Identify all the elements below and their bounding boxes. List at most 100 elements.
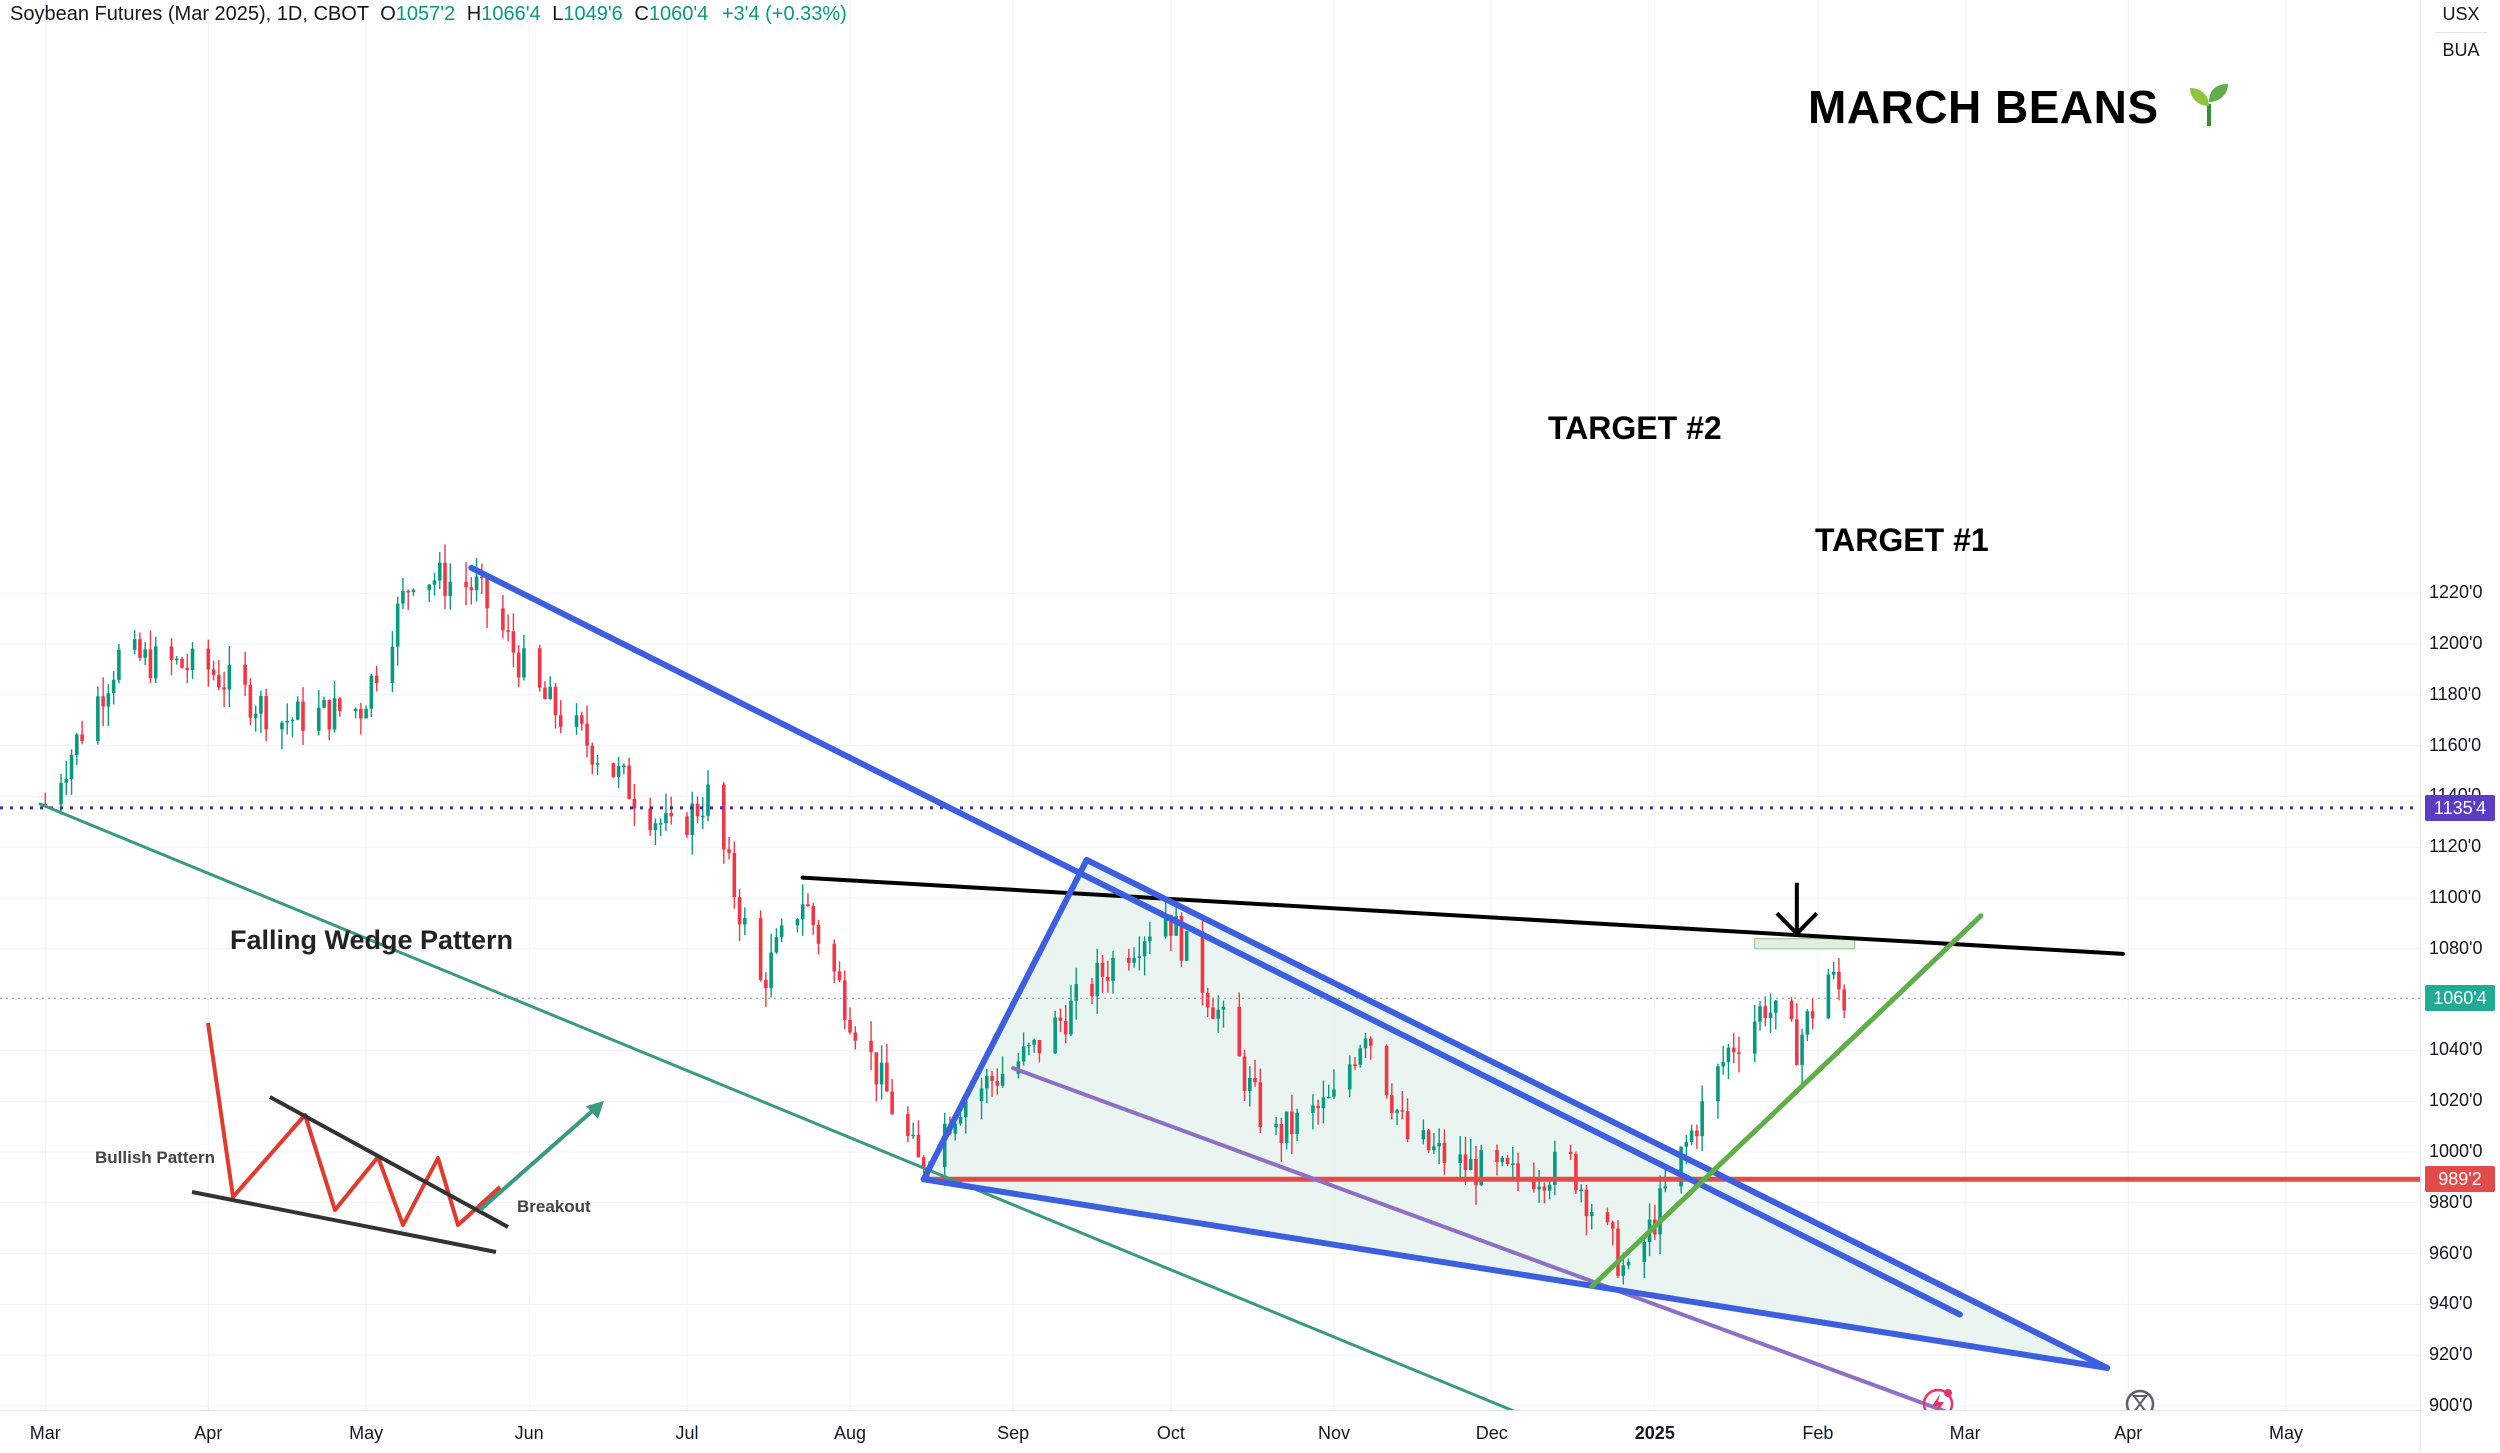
candle-body [338, 698, 342, 712]
wedge-upper-line [468, 564, 1963, 1318]
candle-body [369, 675, 374, 709]
bullish-pattern-label: Bullish Pattern [95, 1148, 215, 1167]
candle-body [290, 719, 295, 722]
candle-body [1837, 971, 1841, 990]
candle-body [1290, 1111, 1294, 1135]
candle-body [1616, 1228, 1620, 1276]
target1-arrow-head [1775, 911, 1819, 936]
low-value: 1049'6 [563, 3, 623, 25]
price-tick-label: 1180'0 [2429, 683, 2482, 704]
time-tick-label: Mar [29, 1423, 61, 1443]
candle-body [1658, 1188, 1662, 1235]
candle-body [117, 649, 121, 680]
candle-body [1242, 1056, 1247, 1091]
candle-body [1479, 1150, 1484, 1185]
candle-body [1174, 916, 1178, 936]
price-tick-label: 900'0 [2429, 1395, 2473, 1415]
main-chart[interactable] [0, 0, 2420, 1410]
candle-body [622, 765, 626, 767]
candle-body [480, 576, 484, 578]
candle-body [985, 1076, 989, 1089]
candle-body [1090, 984, 1094, 997]
candle-body [138, 639, 142, 658]
candle-body [464, 581, 468, 588]
candle-body [1442, 1142, 1447, 1163]
target1-label[interactable]: TARGET #1 [1815, 522, 1989, 558]
candle-body [1184, 931, 1189, 961]
candle-body [921, 1157, 926, 1168]
price-scale[interactable]: USX BUA 900'0 920'0 940'0 960'0 980'0 1000'0 1… [2420, 0, 2500, 1452]
candle-body [669, 812, 673, 817]
candle-body [1321, 1097, 1326, 1109]
candle-body [1663, 1186, 1668, 1189]
open-label: O [380, 3, 396, 25]
candle-body [295, 701, 300, 720]
candle-body [1621, 1265, 1626, 1276]
candle-body [1474, 1158, 1478, 1185]
candle-body [722, 784, 726, 850]
candle-body [211, 669, 216, 676]
candle-body [879, 1062, 884, 1085]
candle-body [979, 1088, 984, 1102]
candle-body [800, 904, 805, 920]
candle-body [1826, 974, 1831, 1019]
price-tick-label: 980'0 [2429, 1191, 2473, 1212]
candle-body [1721, 1062, 1725, 1067]
price-tick-label: 1080'0 [2429, 937, 2483, 958]
candle-body [764, 979, 768, 989]
wedge-left-side [920, 856, 1090, 1183]
candle-body [1316, 1105, 1320, 1109]
chart-area[interactable]: Soybean Futures (Mar 2025), 1D, CBOT O 10… [0, 0, 2420, 1420]
inset-title: Falling Wedge Pattern [230, 925, 514, 955]
candle-body [427, 584, 432, 590]
candle-body [906, 1113, 910, 1136]
candle-body [553, 686, 558, 716]
candle-body [359, 708, 363, 719]
candle-body [1132, 957, 1136, 963]
high-label: H [466, 3, 482, 25]
candle-body [1589, 1212, 1594, 1217]
candle-body [1053, 1017, 1057, 1054]
candle-body [1500, 1157, 1505, 1162]
symbol-header[interactable]: Soybean Futures (Mar 2025), 1D, CBOT O 10… [10, 3, 847, 26]
candle-body [301, 701, 305, 731]
candle-body [1205, 992, 1210, 1008]
candle-body [253, 713, 258, 718]
currency-label[interactable]: USX [2442, 4, 2480, 24]
candle-body [1200, 931, 1205, 993]
candle-body [374, 675, 379, 684]
candle-body [627, 765, 631, 799]
candle-body [958, 1116, 963, 1124]
candle-body [1021, 1046, 1026, 1062]
target2-label[interactable]: TARGET #2 [1548, 410, 1722, 446]
candle-body [1358, 1048, 1363, 1065]
candle-body [1353, 1064, 1357, 1066]
symbol-name[interactable]: Soybean Futures (Mar 2025), 1D, CBOT [10, 3, 369, 25]
time-tick-label: Sep [997, 1423, 1030, 1443]
candle-body [811, 906, 816, 925]
candle-body [474, 576, 479, 591]
candle-body [364, 708, 368, 719]
candle-body [511, 631, 516, 653]
time-tick-label: Aug [834, 1423, 867, 1443]
candle-body [1421, 1130, 1426, 1140]
time-tick-label: Feb [1802, 1423, 1834, 1443]
candle-body [590, 745, 595, 765]
candle-body [64, 779, 69, 783]
time-axis[interactable]: Mar Apr May Jun Jul Aug Sep Oct Nov Dec 2025 Feb Mar… [0, 1410, 2420, 1453]
candle-body [1574, 1153, 1578, 1191]
candle-body [700, 815, 705, 818]
price-tick-label: 1100'0 [2429, 887, 2482, 907]
unit-label[interactable]: BUA [2442, 40, 2480, 60]
candle-body [1142, 941, 1147, 957]
candle-body [206, 648, 211, 670]
candle-body [143, 649, 147, 658]
candle-body [1795, 1019, 1799, 1066]
candle-body [1163, 914, 1168, 937]
candle-body [743, 918, 747, 925]
candle-body [1426, 1130, 1431, 1151]
wedge-fill [923, 859, 2108, 1368]
candle-body [174, 658, 179, 661]
candle-body [1642, 1242, 1647, 1262]
candle-body [448, 581, 453, 596]
